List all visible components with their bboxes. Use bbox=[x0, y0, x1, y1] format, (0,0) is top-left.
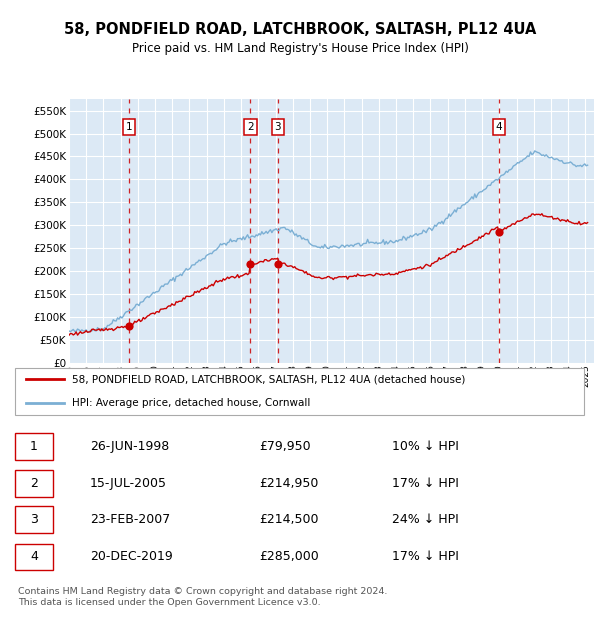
FancyBboxPatch shape bbox=[15, 433, 53, 460]
Text: 1: 1 bbox=[30, 440, 38, 453]
Text: 2: 2 bbox=[30, 477, 38, 490]
Text: 15-JUL-2005: 15-JUL-2005 bbox=[90, 477, 167, 490]
Text: 17% ↓ HPI: 17% ↓ HPI bbox=[392, 477, 459, 490]
Text: Contains HM Land Registry data © Crown copyright and database right 2024.
This d: Contains HM Land Registry data © Crown c… bbox=[18, 587, 387, 607]
Text: 1: 1 bbox=[126, 122, 133, 132]
Text: 58, PONDFIELD ROAD, LATCHBROOK, SALTASH, PL12 4UA (detached house): 58, PONDFIELD ROAD, LATCHBROOK, SALTASH,… bbox=[73, 374, 466, 384]
Text: £214,950: £214,950 bbox=[260, 477, 319, 490]
Text: 3: 3 bbox=[275, 122, 281, 132]
Text: 20-DEC-2019: 20-DEC-2019 bbox=[90, 551, 173, 564]
Text: HPI: Average price, detached house, Cornwall: HPI: Average price, detached house, Corn… bbox=[73, 399, 311, 409]
Text: 4: 4 bbox=[30, 551, 38, 564]
Text: 26-JUN-1998: 26-JUN-1998 bbox=[90, 440, 169, 453]
Point bbox=[494, 227, 503, 237]
Text: 17% ↓ HPI: 17% ↓ HPI bbox=[392, 551, 459, 564]
Text: 24% ↓ HPI: 24% ↓ HPI bbox=[392, 513, 459, 526]
Text: 4: 4 bbox=[496, 122, 502, 132]
FancyBboxPatch shape bbox=[15, 544, 53, 570]
Text: 2: 2 bbox=[247, 122, 254, 132]
Point bbox=[245, 259, 255, 269]
FancyBboxPatch shape bbox=[15, 471, 53, 497]
FancyBboxPatch shape bbox=[15, 506, 53, 533]
Text: 58, PONDFIELD ROAD, LATCHBROOK, SALTASH, PL12 4UA: 58, PONDFIELD ROAD, LATCHBROOK, SALTASH,… bbox=[64, 22, 536, 37]
FancyBboxPatch shape bbox=[15, 368, 584, 415]
Point bbox=[273, 259, 283, 269]
Text: £79,950: £79,950 bbox=[260, 440, 311, 453]
Text: 3: 3 bbox=[30, 513, 38, 526]
Text: Price paid vs. HM Land Registry's House Price Index (HPI): Price paid vs. HM Land Registry's House … bbox=[131, 42, 469, 55]
Text: 10% ↓ HPI: 10% ↓ HPI bbox=[392, 440, 459, 453]
Text: £285,000: £285,000 bbox=[260, 551, 319, 564]
Text: 23-FEB-2007: 23-FEB-2007 bbox=[90, 513, 170, 526]
Point bbox=[124, 321, 134, 331]
Text: £214,500: £214,500 bbox=[260, 513, 319, 526]
